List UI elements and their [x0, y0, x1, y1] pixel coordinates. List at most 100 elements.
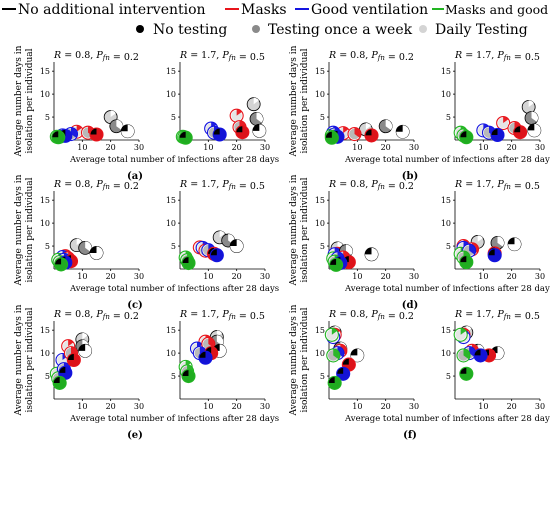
data-point-masks-none: [513, 125, 528, 140]
right-plot-subtitle: R = 1.7, Pfn = 0.5: [179, 309, 265, 322]
data-point-both-none: [459, 255, 474, 270]
marker-wedge: [67, 353, 81, 367]
right-plot-axes: 10 20 30 5 10 15R = 1.7, Pfn = 0.5: [166, 179, 270, 281]
data-point-both-none: [459, 366, 474, 381]
marker-wedge: [331, 328, 338, 335]
x-tick-label: 30: [260, 402, 270, 411]
x-tick-label: 10: [352, 143, 362, 152]
data-point-vent-none: [209, 248, 224, 263]
legend-label-weekly-testing: Testing once a week: [268, 22, 413, 38]
data-point-none-none: [350, 348, 365, 363]
marker-wedge: [350, 348, 364, 362]
y-tick-label: 5: [320, 242, 325, 251]
y-axis-label: Average number days inisolation per indi…: [289, 304, 310, 416]
panel-f: Average number days inisolation per indi…: [289, 304, 550, 441]
y-axis-label: Average number days inisolation per indi…: [14, 174, 35, 286]
x-tick-label: 30: [535, 402, 545, 411]
data-point-both-weekly: [326, 348, 341, 363]
marker-wedge: [182, 256, 196, 270]
data-point-none-none: [395, 124, 410, 139]
x-tick-label: 10: [77, 272, 87, 281]
data-point-vent-none: [336, 366, 351, 381]
y-tick-label: 5: [171, 242, 176, 251]
x-tick-label: 20: [106, 272, 116, 281]
marker-wedge: [51, 130, 65, 144]
y-tick-label: 10: [315, 90, 325, 99]
marker-wedge: [491, 128, 505, 142]
x-tick-label: 20: [507, 402, 517, 411]
x-tick-label: 20: [381, 272, 391, 281]
marker-wedge: [508, 237, 521, 251]
x-tick-label: 10: [478, 402, 488, 411]
data-point-both-none: [181, 255, 196, 271]
x-tick-label: 10: [203, 143, 213, 152]
panel-label: (c): [127, 300, 143, 311]
x-tick-label: 10: [77, 143, 87, 152]
marker-wedge: [340, 344, 347, 355]
x-tick-label: 10: [352, 402, 362, 411]
x-tick-label: 30: [409, 272, 419, 281]
marker-wedge: [210, 248, 224, 262]
marker-wedge: [528, 100, 534, 107]
left-plot-subtitle: R = 0.8, Pfn = 0.2: [328, 309, 414, 322]
y-tick-label: 10: [40, 219, 50, 228]
x-tick-label: 10: [478, 143, 488, 152]
right-plot-points: [453, 235, 522, 270]
marker-wedge: [256, 112, 264, 123]
data-point-masks-weekly: [347, 126, 362, 142]
left-plot-points: [51, 238, 104, 272]
left-plot-subtitle: R = 0.8, Pfn = 0.2: [53, 50, 139, 63]
data-point-vent-none: [473, 348, 488, 363]
legend-label-vent: Good ventilation: [311, 2, 428, 18]
marker-wedge: [208, 337, 215, 348]
y-tick-label: 15: [40, 326, 50, 335]
right-plot-points: [178, 230, 244, 271]
marker-wedge: [236, 109, 242, 116]
data-point-both-none: [54, 257, 69, 272]
left-plot-subtitle: R = 0.8, Pfn = 0.2: [328, 50, 414, 63]
x-tick-label: 10: [77, 402, 87, 411]
data-point-masks-daily: [229, 108, 244, 123]
x-tick-label: 30: [409, 402, 419, 411]
panel-b: Average number days inisolation per indi…: [289, 45, 550, 182]
marker-wedge: [328, 376, 342, 390]
panel-d: Average number days inisolation per indi…: [289, 174, 550, 311]
data-point-both-none: [324, 130, 339, 145]
right-plot-subtitle: R = 1.7, Pfn = 0.5: [179, 50, 265, 63]
marker-wedge: [199, 351, 213, 365]
panel-label: (a): [127, 171, 143, 182]
marker-wedge: [235, 125, 249, 139]
y-axis-label: Average number days inisolation per indi…: [14, 45, 35, 157]
marker-wedge: [182, 369, 196, 383]
x-tick-label: 20: [381, 143, 391, 152]
marker-wedge: [53, 376, 67, 390]
data-point-none-none: [78, 343, 93, 358]
panel-label: (f): [403, 430, 417, 441]
data-point-both-none: [181, 369, 196, 384]
right-plot-subtitle: R = 1.7, Pfn = 0.5: [454, 50, 540, 63]
x-axis-label: Average total number of infections after…: [69, 414, 279, 424]
x-axis-label: Average total number of infections after…: [344, 155, 550, 165]
marker-wedge: [337, 241, 343, 249]
right-plot-points: [453, 100, 542, 145]
x-tick-label: 20: [232, 402, 242, 411]
left-plot-points: [326, 241, 379, 272]
marker-wedge: [219, 230, 225, 238]
y-tick-label: 10: [441, 349, 451, 358]
marker-wedge: [337, 346, 345, 357]
data-point-both-none: [51, 130, 66, 145]
marker-wedge: [488, 248, 502, 262]
left-plot-axes: 10 20 30 5 10 15R = 0.8, Pfn = 0.2: [315, 50, 419, 152]
left-plot-axes: 10 20 30 5 10 15R = 0.8, Pfn = 0.2: [40, 50, 144, 152]
data-point-both-none: [178, 130, 193, 145]
data-point-vent-none: [490, 127, 505, 143]
y-axis-label: Average number days inisolation per indi…: [289, 45, 310, 157]
y-tick-label: 5: [446, 372, 451, 381]
marker-wedge: [110, 110, 116, 118]
data-point-none-weekly: [490, 235, 505, 250]
right-plot-axes: 10 20 30 5 10 15R = 1.7, Pfn = 0.5: [166, 50, 270, 152]
y-tick-label: 15: [441, 196, 451, 205]
marker-wedge: [76, 238, 82, 246]
marker-wedge: [460, 328, 466, 335]
data-point-none-none: [120, 124, 135, 139]
